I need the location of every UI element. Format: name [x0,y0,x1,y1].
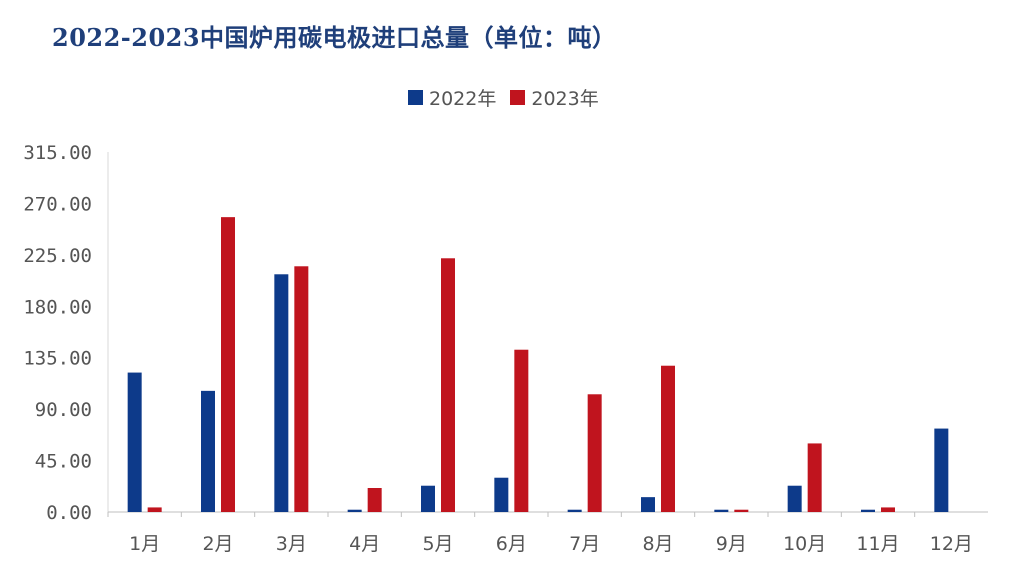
legend-swatch-2022 [408,90,423,105]
y-tick-label: 0.00 [46,502,92,524]
bar-2023 [734,509,749,512]
y-tick-label: 135.00 [23,348,92,370]
x-tick-label: 9月 [716,533,747,555]
x-tick-label: 8月 [642,533,673,555]
bar-2023 [294,266,309,512]
y-tick-label: 90.00 [35,399,92,421]
y-tick-label: 225.00 [23,245,92,267]
bar-2022 [787,485,802,512]
legend: 2022年 2023年 [408,84,599,111]
bar-2022 [861,509,875,512]
x-tick-label: 2月 [202,533,233,555]
chart-title: 2022-2023中国炉用碳电极进口总量（单位：吨） [52,23,617,52]
legend-item-2023: 2023年 [510,84,599,111]
bar-2022 [347,509,362,512]
bar-2023 [661,365,675,512]
bar-2023 [881,507,895,512]
bar-2022 [494,477,509,512]
x-tick-label: 10月 [783,533,826,555]
bar-2023 [367,488,382,512]
x-tick-label: 12月 [930,533,973,555]
legend-item-2022: 2022年 [408,84,496,111]
bar-2022 [274,274,289,512]
bar-2023 [221,217,235,512]
x-tick-label: 6月 [496,533,527,555]
bar-2023 [441,258,455,512]
bar-2022 [714,509,729,512]
x-tick-label: 4月 [349,533,380,555]
y-tick-label: 45.00 [35,451,92,473]
bar-2022 [127,372,142,512]
bar-2022 [567,509,582,512]
legend-swatch-2023 [510,90,526,105]
x-tick-label: 11月 [856,533,899,555]
bar-2023 [514,349,529,512]
bar-2022 [934,428,949,512]
bar-2023 [147,507,162,512]
y-tick-label: 315.00 [23,142,92,164]
x-tick-label: 1月 [129,533,160,555]
bar-2022 [421,485,435,512]
y-tick-label: 180.00 [23,296,92,318]
x-tick-label: 5月 [422,533,453,555]
y-tick-label: 270.00 [23,193,92,215]
x-tick-label: 7月 [569,533,600,555]
bar-2022 [201,390,215,512]
bar-2022 [641,497,655,512]
legend-label-2023: 2023年 [531,88,599,110]
x-tick-label: 3月 [276,533,307,555]
legend-label-2022: 2022年 [429,88,497,110]
bar-2023 [587,394,602,512]
bar-2023 [807,443,822,512]
